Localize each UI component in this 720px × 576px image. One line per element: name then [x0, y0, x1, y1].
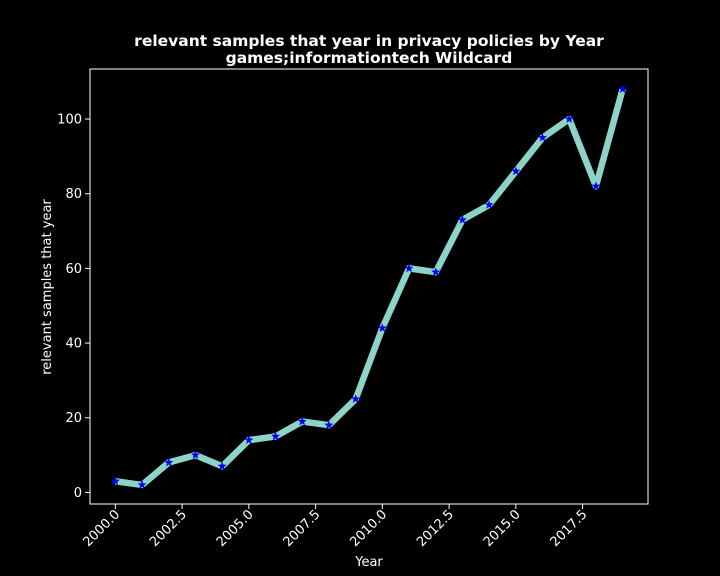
data-point [431, 267, 441, 277]
chart-subtitle: games;informationtech Wildcard [226, 49, 513, 67]
data-point [511, 166, 521, 176]
data-point [457, 214, 468, 224]
y-tick-label: 60 [65, 262, 82, 277]
axes-frame [89, 68, 649, 505]
y-tick-label: 40 [65, 337, 82, 352]
y-tick-label: 0 [74, 486, 82, 501]
data-point [217, 461, 227, 471]
data-point [484, 199, 494, 209]
data-point [190, 450, 201, 460]
y-tick-label: 100 [57, 113, 82, 128]
data-point [564, 114, 574, 124]
data-point [377, 323, 388, 333]
series-line [114, 88, 626, 489]
data-point [244, 435, 254, 445]
y-tick-label: 80 [65, 187, 82, 202]
data-point [617, 84, 628, 94]
data-point [404, 263, 414, 273]
data-point [270, 431, 281, 441]
data-point [164, 457, 174, 467]
data-point [137, 480, 147, 489]
y-tick-label: 20 [65, 411, 82, 426]
data-point [110, 476, 121, 486]
chart-title: relevant samples that year in privacy po… [134, 32, 604, 50]
x-axis-label: Year [354, 555, 383, 570]
data-point [350, 394, 361, 404]
data-point [537, 132, 548, 142]
data-point [591, 181, 601, 191]
y-axis-label: relevant samples that year [40, 199, 55, 375]
data-point [324, 420, 334, 430]
data-point [297, 416, 307, 426]
